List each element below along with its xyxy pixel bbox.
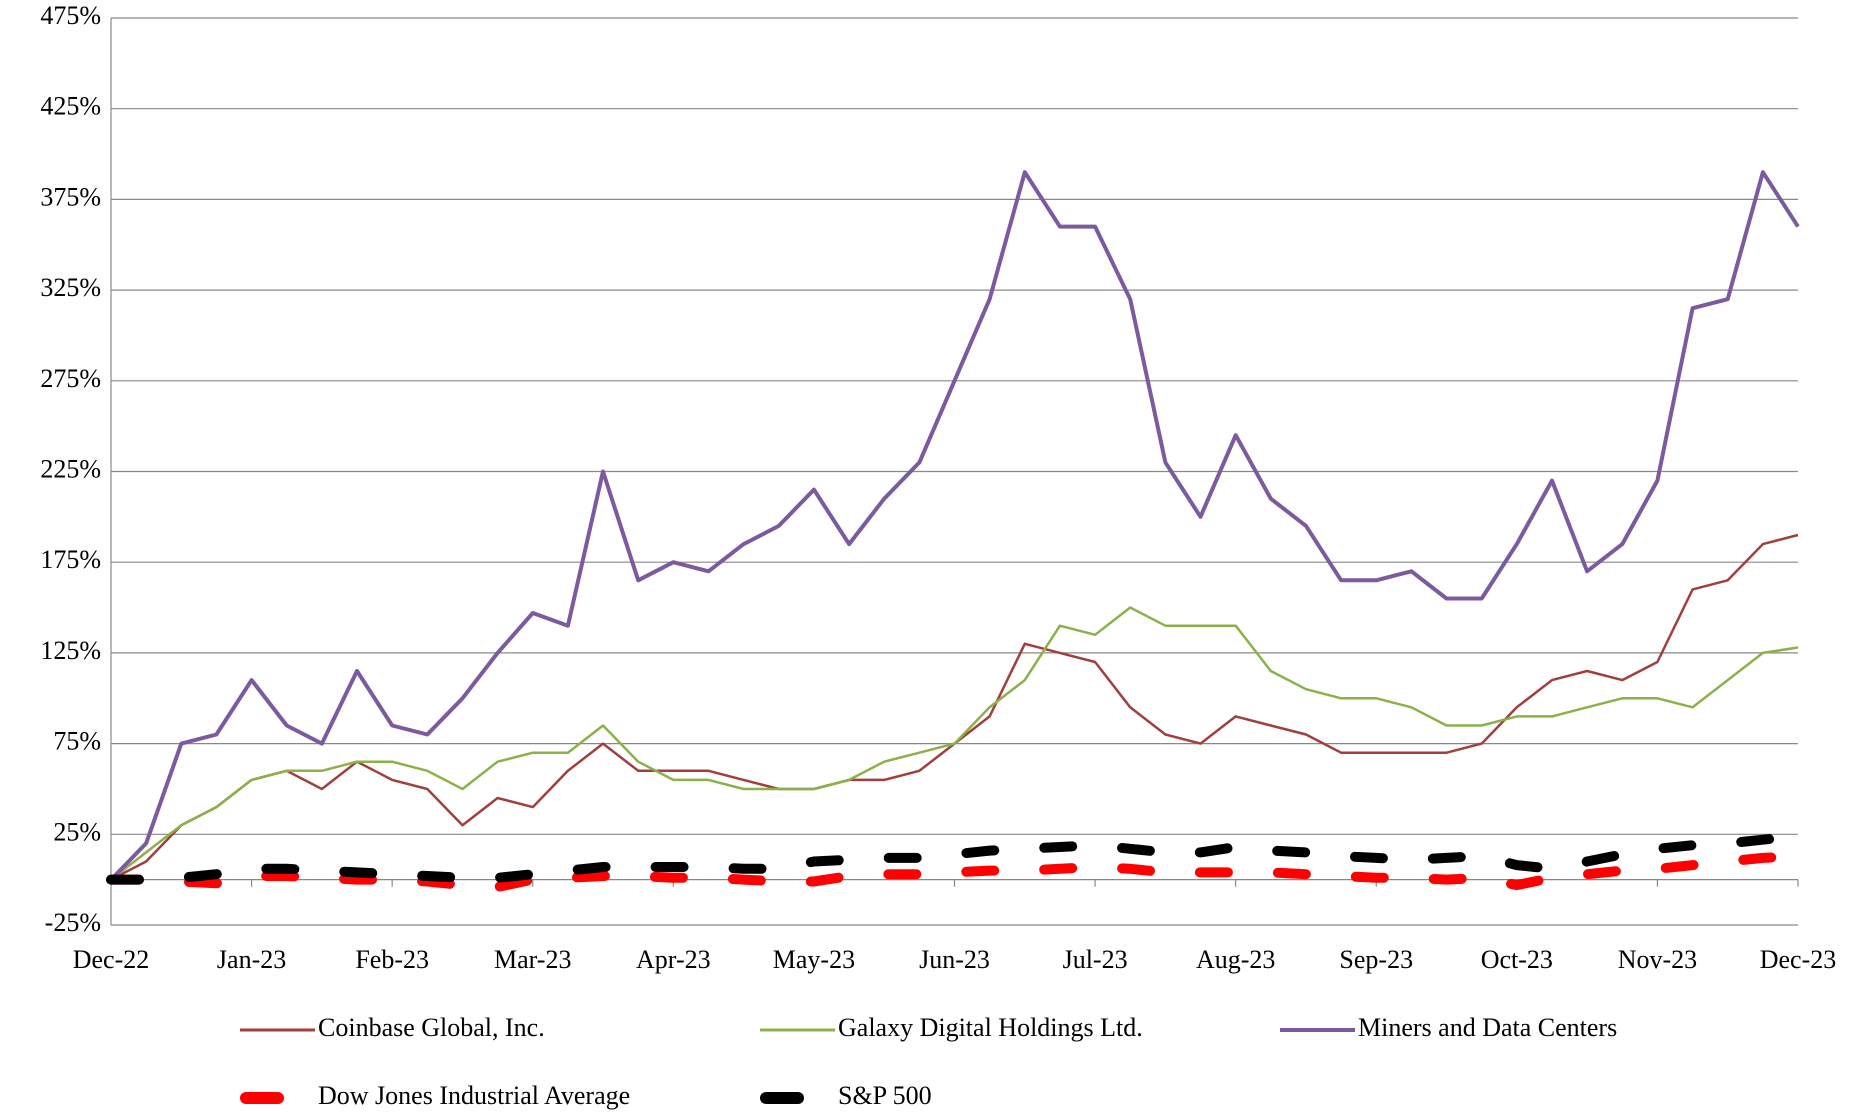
x-tick-label: Dec-22 <box>73 945 150 974</box>
series-line <box>106 831 1803 885</box>
y-tick-label: 375% <box>40 182 101 211</box>
x-tick-label: Feb-23 <box>355 945 429 974</box>
series-line <box>109 170 1800 881</box>
y-tick-label: 125% <box>40 636 101 665</box>
y-tick-label: -25% <box>45 908 101 937</box>
x-tick-label: Jul-23 <box>1063 945 1128 974</box>
legend-label: S&P 500 <box>838 1081 932 1110</box>
y-tick-label: 475% <box>40 1 101 30</box>
y-tick-label: 425% <box>40 92 101 121</box>
y-tick-label: 25% <box>53 817 101 846</box>
x-tick-label: Oct-23 <box>1481 945 1553 974</box>
legend-label: Coinbase Global, Inc. <box>318 1013 545 1042</box>
x-tick-label: Sep-23 <box>1339 945 1413 974</box>
x-tick-label: Apr-23 <box>636 945 711 974</box>
series-line <box>110 606 1799 881</box>
series-line <box>106 851 1803 892</box>
y-tick-label: 275% <box>40 364 101 393</box>
x-tick-label: Mar-23 <box>494 945 571 974</box>
y-tick-label: 325% <box>40 273 101 302</box>
y-tick-label: 225% <box>40 454 101 483</box>
y-tick-label: 75% <box>53 727 101 756</box>
legend-label: Dow Jones Industrial Average <box>318 1081 630 1110</box>
x-tick-label: May-23 <box>773 945 855 974</box>
x-tick-label: Dec-23 <box>1760 945 1837 974</box>
x-tick-label: Aug-23 <box>1196 945 1275 974</box>
x-tick-label: Nov-23 <box>1618 945 1697 974</box>
y-tick-label: 175% <box>40 545 101 574</box>
x-tick-label: Jun-23 <box>919 945 990 974</box>
series-line <box>110 533 1799 881</box>
legend-label: Miners and Data Centers <box>1358 1013 1617 1042</box>
legend-label: Galaxy Digital Holdings Ltd. <box>838 1013 1143 1042</box>
x-tick-label: Jan-23 <box>217 945 286 974</box>
